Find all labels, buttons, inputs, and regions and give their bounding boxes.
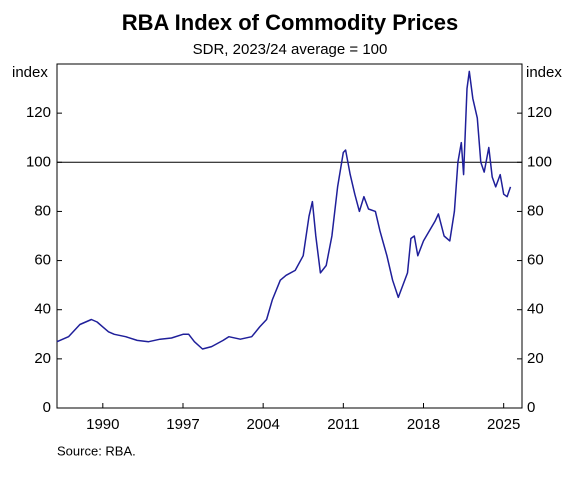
chart-subtitle: SDR, 2023/24 average = 100 bbox=[193, 41, 388, 58]
y2-tick-label: 40 bbox=[527, 301, 544, 318]
y-tick-label: 80 bbox=[34, 202, 51, 219]
chart-title: RBA Index of Commodity Prices bbox=[122, 10, 459, 35]
plot-frame bbox=[56, 63, 523, 409]
y-tick-label: 0 bbox=[43, 399, 51, 416]
x-tick-label: 1997 bbox=[166, 416, 199, 433]
y-tick-label: 20 bbox=[34, 350, 51, 367]
y-tick-label: 40 bbox=[34, 301, 51, 318]
y2-tick-label: 80 bbox=[527, 202, 544, 219]
x-tick-label: 2025 bbox=[487, 416, 520, 433]
data-line bbox=[56, 70, 512, 350]
x-tick-label: 2004 bbox=[246, 416, 279, 433]
x-tick-label: 2018 bbox=[407, 416, 440, 433]
y2-axis-label: index bbox=[526, 64, 562, 81]
y2-tick-label: 100 bbox=[527, 153, 552, 170]
y-axis-label: index bbox=[12, 64, 48, 81]
y-tick-label: 100 bbox=[26, 153, 51, 170]
y2-tick-label: 60 bbox=[527, 252, 544, 269]
x-tick-label: 1990 bbox=[86, 416, 119, 433]
y2-tick-label: 120 bbox=[527, 104, 552, 121]
y2-tick-label: 0 bbox=[527, 399, 535, 416]
y-tick-label: 60 bbox=[34, 252, 51, 269]
y2-tick-label: 20 bbox=[527, 350, 544, 367]
y-tick-label: 120 bbox=[26, 104, 51, 121]
source-note: Source: RBA. bbox=[57, 443, 136, 458]
x-tick-label: 2011 bbox=[327, 416, 359, 433]
